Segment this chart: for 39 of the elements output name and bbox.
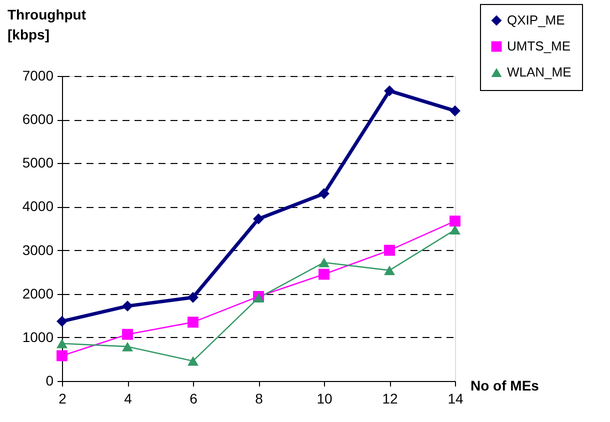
point: [188, 316, 198, 328]
point: [56, 338, 68, 348]
point: [56, 350, 68, 362]
x-axis-title: No of MEs: [470, 378, 540, 394]
point: [384, 85, 395, 96]
x-tick-label: 10: [316, 390, 332, 406]
point: [450, 105, 460, 116]
point: [188, 292, 198, 303]
point: [450, 225, 460, 235]
x-tick-label: 12: [382, 390, 398, 406]
point: [122, 342, 133, 352]
y-tick-label: 0: [46, 372, 54, 388]
x-tick-label: 4: [124, 390, 132, 406]
y-tick-label: 1000: [22, 328, 54, 345]
point: [318, 268, 330, 280]
legend-label: WLAN_ME: [507, 64, 572, 80]
y-tick-label: 3000: [22, 242, 54, 258]
y-tick-label: 5000: [22, 154, 54, 171]
point: [318, 188, 330, 200]
y-tick-label: 7000: [22, 68, 54, 84]
point: [318, 258, 330, 268]
x-tick-label: 8: [255, 390, 264, 406]
point: [188, 356, 198, 366]
point: [253, 213, 264, 224]
legend-label: QXIP_ME: [507, 12, 566, 28]
legend-label: UMTS_ME: [507, 38, 571, 54]
y-tick-label: 6000: [22, 111, 54, 128]
point: [122, 328, 133, 340]
x-tick-label: 2: [58, 390, 67, 406]
y-tick-label: 4000: [22, 198, 54, 214]
point: [384, 244, 395, 256]
y-axis-title: Throughput [kbps]: [8, 6, 86, 42]
y-tick-label: 2000: [22, 285, 54, 302]
point: [122, 300, 133, 312]
point: [384, 266, 395, 276]
point: [56, 316, 68, 327]
x-tick-label: 6: [190, 390, 198, 406]
x-tick-label: 14: [448, 390, 464, 406]
point: [450, 216, 460, 227]
